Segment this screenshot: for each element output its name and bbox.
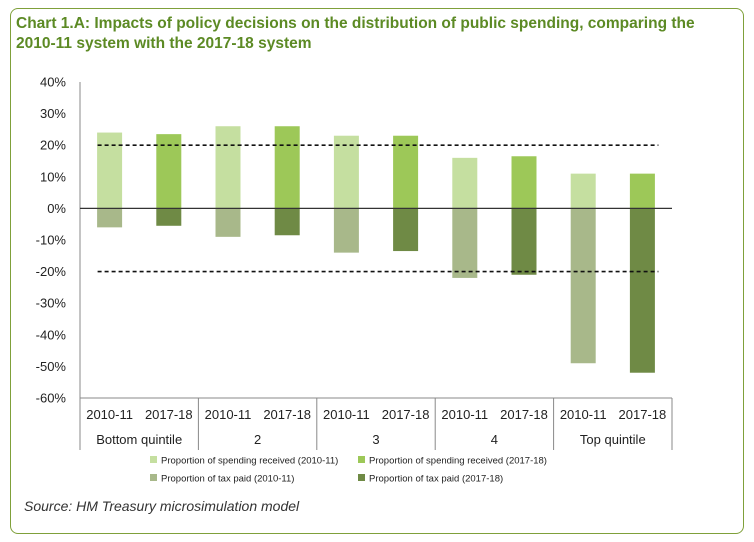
y-tick-label: 30% [40,106,66,121]
legend-swatch [150,456,157,463]
legend-swatch [358,474,365,481]
group-label: 4 [491,432,498,447]
legend-label: Proportion of spending received (2010-11… [161,456,338,467]
legend-swatch [358,456,365,463]
bar [511,208,537,275]
x-tick-label: 2017-18 [382,407,430,422]
x-tick-label: 2017-18 [619,407,667,422]
x-tick-label: 2010-11 [323,407,370,422]
x-tick-label: 2017-18 [500,407,548,422]
legend-label: Proportion of tax paid (2017-18) [369,474,503,485]
bar [511,156,537,209]
group-label: 2 [254,432,261,447]
legend-swatch [150,474,157,481]
group-label: Bottom quintile [96,432,182,447]
group-label: 3 [372,432,379,447]
bar [97,132,123,209]
y-tick-label: -30% [36,296,67,311]
bar [156,134,182,209]
bar [452,157,478,209]
bar [156,208,182,226]
y-tick-label: 10% [40,169,66,184]
y-tick-label: 20% [40,138,66,153]
y-tick-label: -20% [36,264,67,279]
bar [570,208,596,364]
group-label: Top quintile [580,432,646,447]
bar [629,208,655,373]
legend-label: Proportion of spending received (2017-18… [369,456,547,467]
bar [274,208,300,236]
x-tick-label: 2017-18 [263,407,311,422]
bar [215,126,241,209]
y-tick-label: 40% [40,75,66,90]
y-tick-label: -60% [36,391,67,406]
bar [97,208,123,228]
x-tick-label: 2010-11 [205,407,252,422]
x-tick-label: 2010-11 [86,407,133,422]
source-note: Source: HM Treasury microsimulation mode… [24,498,300,514]
bar [452,208,478,278]
bar [393,208,419,252]
chart-title: Chart 1.A: Impacts of policy decisions o… [16,15,695,52]
bar [333,208,359,253]
bar [629,173,655,209]
y-tick-label: -10% [36,233,67,248]
y-tick-label: 0% [47,201,66,216]
x-tick-label: 2017-18 [145,407,193,422]
bar [393,135,419,209]
legend-label: Proportion of tax paid (2010-11) [161,474,294,485]
bar [333,135,359,209]
y-tick-label: -50% [36,359,67,374]
bar [570,173,596,209]
x-tick-label: 2010-11 [560,407,607,422]
bar [274,126,300,209]
y-tick-label: -40% [36,327,67,342]
x-tick-label: 2010-11 [441,407,488,422]
chart-frame [10,8,744,534]
bar [215,208,241,237]
